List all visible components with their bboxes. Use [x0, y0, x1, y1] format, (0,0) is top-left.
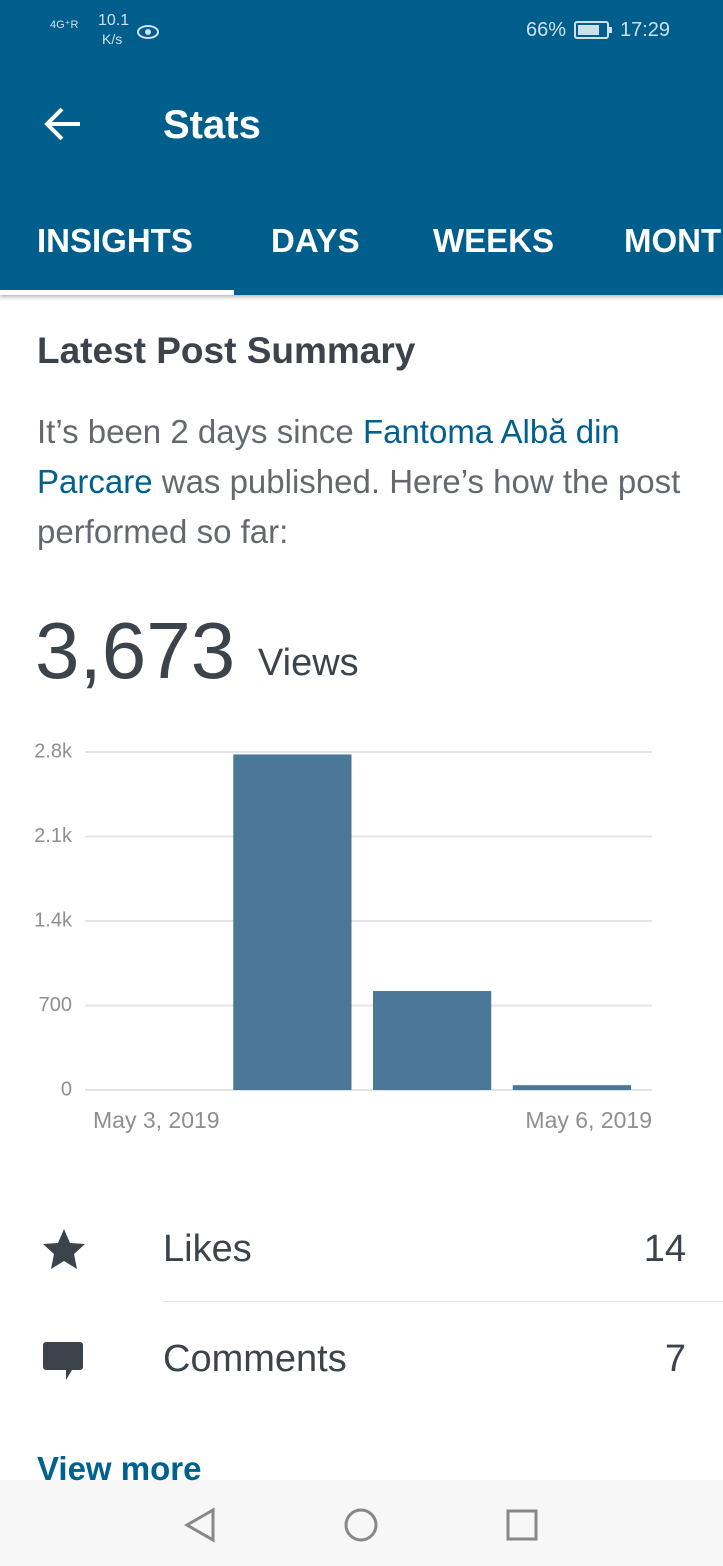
nav-home[interactable] — [344, 1508, 378, 1542]
bar — [233, 754, 352, 1090]
view-more-link[interactable]: View more — [37, 1450, 202, 1487]
comment-icon — [43, 1342, 83, 1380]
tab-indicator — [0, 290, 234, 295]
nav-back[interactable] — [183, 1507, 215, 1543]
stat-label: Likes — [163, 1228, 252, 1270]
divider — [163, 1301, 723, 1302]
net-speed: 10.1 — [98, 12, 130, 29]
card-title: Latest Post Summary — [37, 330, 416, 371]
battery-icon — [574, 21, 612, 39]
y-tick-label: 2.8k — [34, 740, 73, 762]
nav-buttons — [183, 1507, 538, 1543]
stat-value: 7 — [664, 1338, 686, 1380]
tab[interactable]: INSIGHTS — [37, 222, 193, 259]
nav-bar — [0, 1480, 723, 1566]
app-header — [0, 0, 723, 295]
star-icon — [43, 1229, 85, 1269]
network-indicator: 4G⁺R — [50, 19, 79, 31]
summary-text: was published. Here’s how the post perfo… — [37, 463, 681, 550]
post-link[interactable]: Fantoma Albă din Parcare — [37, 413, 620, 500]
x-tick-label: May 3, 2019 — [93, 1107, 220, 1133]
tab[interactable]: MONT — [624, 222, 722, 259]
app-title: Stats — [163, 103, 261, 147]
summary: It’s been 2 days since Fantoma Albă din … — [37, 407, 687, 557]
y-tick-label: 0 — [61, 1078, 72, 1100]
clock: 17:29 — [620, 19, 671, 41]
bar — [512, 1085, 631, 1090]
tab[interactable]: DAYS — [271, 222, 360, 259]
tab[interactable]: WEEKS — [433, 222, 555, 259]
stat-value: 14 — [643, 1228, 686, 1270]
y-tick-label: 1.4k — [34, 909, 73, 931]
eye-icon — [137, 25, 159, 39]
x-tick-label: May 6, 2019 — [525, 1107, 652, 1133]
views-label: Views — [258, 642, 359, 684]
y-tick-label: 2.1k — [34, 825, 73, 847]
summary-text: It’s been 2 days since — [37, 413, 363, 450]
back-button[interactable] — [42, 104, 86, 144]
net-speed-unit: K/s — [102, 31, 123, 47]
bar — [373, 991, 492, 1090]
stat-label: Comments — [163, 1338, 347, 1380]
battery-percent: 66% — [526, 19, 567, 41]
chart: 0 700 1.4k 2.1k 2.8k May 3, 2019 May 6, 2019 — [34, 740, 652, 1133]
nav-recents[interactable] — [506, 1509, 538, 1541]
views-count: 3,673 — [35, 606, 236, 695]
y-tick-label: 700 — [39, 994, 72, 1016]
